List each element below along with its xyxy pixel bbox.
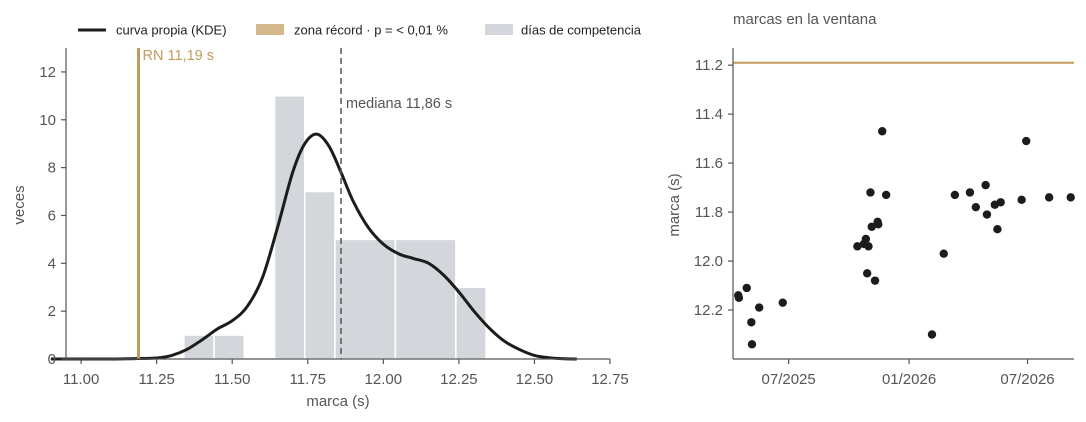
histogram-bar-4 [334,238,397,360]
scatter-point-29 [1017,195,1026,205]
scatter-y-ticks: 11.2 11.4 11.6 11.8 12.0 12.2 [694,57,733,319]
legend-days-label: días de competencia [521,23,642,38]
hist-y-tick-label: 12 [39,64,56,81]
scatter-point-4 [747,340,757,349]
scatter-point-13 [867,222,876,231]
scatter-point-2 [742,283,751,293]
scatter-point-23 [971,202,981,212]
scatter-point-21 [950,190,960,200]
scatter-point-17 [878,127,887,136]
hist-x-tick-label: 11.00 [63,371,99,388]
hist-y-ticks: 0 2 4 6 8 10 12 [39,64,66,368]
scatter-title: marcas en la ventana [733,11,877,28]
hist-x-tick-label: 12.75 [591,371,629,388]
scatter-point-5 [754,303,764,312]
scatter-x-ticks: 07/2025 01/2026 07/2026 [762,359,1055,388]
scatter-y-tick-label: 12.2 [694,302,723,319]
scatter-y-tick-label: 11.6 [695,155,723,172]
scatter-point-10 [862,269,872,278]
kde-curve [50,132,577,361]
legend-kde-label: curva propia (KDE) [116,23,227,38]
histogram-chart: RN 11,19 s mediana 11,86 s 11.00 11.25 11.… [11,48,629,410]
legend: curva propia (KDE) zona récord · p = < 0… [78,23,642,38]
hist-y-axis-label: veces [11,185,28,224]
scatter-point-27 [993,225,1002,234]
hist-y-tick-label: 10 [39,112,56,129]
scatter-x-tick-label: 01/2026 [882,371,936,388]
hist-y-tick-label: 8 [48,160,56,177]
histogram-bar-1 [213,334,246,360]
scatter-y-tick-label: 12.0 [694,253,723,270]
hist-x-tick-label: 11.75 [290,371,326,388]
scatter-point-7 [853,242,862,251]
scatter-chart: marcas en la ventana 07/2025 01/2026 07/20… [666,11,1075,388]
scatter-point-19 [927,330,937,339]
scatter-x-tick-label: 07/2026 [1000,371,1054,388]
scatter-y-tick-label: 11.4 [695,106,723,123]
scatter-y-tick-label: 11.8 [695,204,723,221]
legend-record-swatch [256,24,284,35]
scatter-x-tick-label: 07/2025 [762,371,816,388]
scatter-point-12 [866,188,875,197]
scatter-point-14 [870,276,880,285]
scatter-point-25 [982,210,992,219]
scatter-point-30 [1022,136,1031,146]
scatter-point-16 [874,220,883,229]
histogram-bar-3 [304,190,336,360]
scatter-point-20 [939,249,948,258]
scatter-point-22 [965,188,975,197]
median-label: mediana 11,86 s [346,96,452,112]
hist-x-tick-label: 11.25 [138,371,174,388]
scatter-point-9 [861,234,871,244]
scatter-point-28 [996,198,1005,207]
scatter-point-24 [981,180,990,190]
hist-x-tick-label: 12.50 [516,371,554,388]
scatter-point-18 [881,190,891,200]
scatter-y-axis-label: marca (s) [666,173,683,236]
scatter-point-11 [864,242,873,251]
hist-y-tick-label: 0 [48,351,56,368]
histogram-bar-6 [455,286,487,360]
hist-x-tick-label: 11.50 [214,371,250,388]
legend-days-swatch [485,24,513,35]
scatter-point-31 [1044,193,1054,202]
hist-x-ticks: 11.00 11.25 11.50 11.75 12.00 12.25 12.50 12.75 [63,359,629,388]
hist-y-tick-label: 6 [48,207,56,224]
histogram-bar-2 [273,95,306,360]
scatter-point-32 [1066,193,1075,202]
hist-y-tick-label: 2 [48,303,56,320]
hist-y-tick-label: 4 [48,255,56,272]
scatter-point-1 [734,293,744,302]
histogram-bars [183,95,487,360]
scatter-y-tick-label: 11.2 [695,57,723,74]
legend-record-label: zona récord · p = < 0,01 % [294,23,448,38]
hist-x-axis-label: marca (s) [306,393,369,410]
hist-x-tick-label: 12.00 [365,371,403,388]
hist-x-tick-label: 12.25 [440,371,478,388]
scatter-point-3 [747,318,756,327]
scatter-point-6 [778,298,787,307]
scatter-points [734,127,1075,349]
record-label: RN 11,19 s [143,48,214,64]
